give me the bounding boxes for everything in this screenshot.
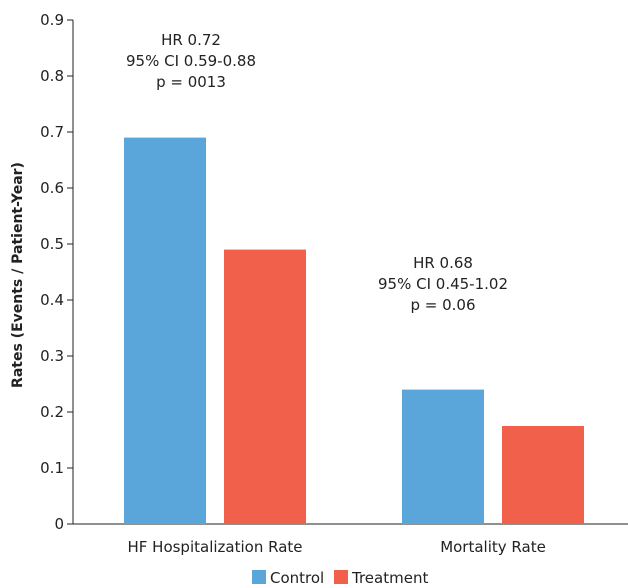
legend-label: Control <box>270 569 324 587</box>
bar-control-2 <box>402 389 484 524</box>
category-labels: HF Hospitalization Rate Mortality Rate <box>127 538 545 556</box>
bar-treatment-1 <box>224 249 306 524</box>
y-tick-label: 0.5 <box>40 235 64 253</box>
legend-swatch-treatment <box>334 570 348 584</box>
y-tick-label: 0.9 <box>40 11 64 29</box>
y-tick-label: 0.4 <box>40 291 64 309</box>
legend-swatch-control <box>252 570 266 584</box>
bars <box>124 137 584 524</box>
bar-treatment-2 <box>502 426 584 524</box>
legend: Control Treatment <box>252 569 428 587</box>
category-label: Mortality Rate <box>440 538 546 556</box>
y-axis-label: Rates (Events / Patient-Year) <box>10 162 26 388</box>
y-tick-label: 0.1 <box>40 459 64 477</box>
annotation-line: 95% CI 0.59-0.88 <box>126 52 256 70</box>
legend-label: Treatment <box>351 569 428 587</box>
y-tick-label: 0 <box>54 515 64 533</box>
y-tick-label: 0.8 <box>40 67 64 85</box>
annotation-line: HR 0.68 <box>413 254 473 272</box>
annotation-line: 95% CI 0.45-1.02 <box>378 275 508 293</box>
y-tick-label: 0.7 <box>40 123 64 141</box>
annotation-line: HR 0.72 <box>161 31 221 49</box>
y-tick-label: 0.2 <box>40 403 64 421</box>
annotation-line: p = 0.06 <box>410 296 475 314</box>
bar-control-1 <box>124 137 206 524</box>
y-tick-label: 0.6 <box>40 179 64 197</box>
category-label: HF Hospitalization Rate <box>127 538 302 556</box>
annotations: HR 0.72 95% CI 0.59-0.88 p = 0013 HR 0.68 95… <box>126 31 508 314</box>
y-tick-label: 0.3 <box>40 347 64 365</box>
axes: 0 0.1 0.2 0.3 0.4 0.5 0.6 0.7 0.8 0.9 <box>40 11 628 533</box>
annotation-line: p = 0013 <box>156 73 226 91</box>
